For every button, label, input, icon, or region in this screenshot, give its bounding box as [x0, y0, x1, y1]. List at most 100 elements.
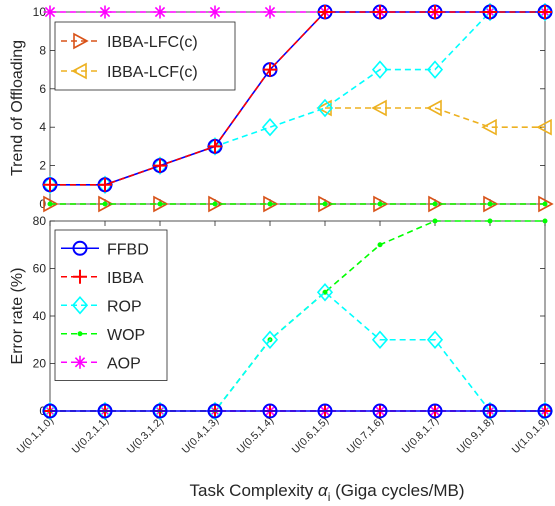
series-ibba-point — [538, 5, 552, 19]
series-rop-point — [261, 117, 279, 137]
series-rop-point — [481, 2, 499, 22]
series-aop-point — [263, 5, 277, 19]
legend-marker — [73, 355, 87, 369]
legend-item-ibba-lcf-c: IBBA-LCF(c) — [61, 62, 198, 81]
x-axis-label: Task Complexity αi (Giga cycles/MB) — [190, 481, 465, 504]
series-lines — [41, 218, 554, 421]
y-tick-label: 8 — [39, 43, 46, 57]
x-tick-label: U(0.7,1.6) — [345, 415, 386, 456]
series-ibba-point — [373, 5, 387, 19]
series-ibba-point — [43, 177, 57, 192]
series-lines — [41, 2, 554, 213]
x-tick-label: U(0.4,1.3) — [180, 415, 221, 456]
series-ibba-lfc-c-point — [318, 195, 334, 213]
legend-item-rop: ROP — [61, 296, 142, 315]
series-wop-point — [432, 201, 438, 207]
series-rop-point — [316, 98, 334, 118]
y-tick-label: 10 — [33, 5, 47, 19]
legend-item-ibba-lfc-c: IBBA-LFC(c) — [61, 32, 198, 51]
series-wop-point — [212, 201, 218, 207]
offloading-trend-panel: 0 2 4 6 8 10 Trend of Offloading IBBA-LFC(c) IBB… — [9, 2, 554, 213]
series-wop-point — [47, 201, 53, 207]
series-wop-point — [542, 218, 548, 224]
legend-item-wop: WOP — [61, 327, 145, 344]
series-wop-point — [377, 242, 383, 248]
legend-marker — [73, 269, 87, 284]
series-rop-point — [371, 60, 389, 79]
x-tick-label: U(0.8,1.7) — [400, 415, 441, 456]
legend-item-ffbd: FFBD — [61, 240, 149, 258]
series-rop-point — [536, 2, 554, 22]
series-wop-point — [542, 201, 548, 207]
legend-marker — [71, 62, 87, 80]
series-ibba-point — [98, 177, 112, 192]
series-ibba-line — [50, 11, 545, 186]
series-ibba-point — [318, 5, 332, 19]
series-wop-point — [102, 201, 108, 207]
y-tick-label: 40 — [33, 309, 47, 323]
y-tick-label: 2 — [39, 159, 46, 173]
x-tick-label: U(0.2,1.1) — [70, 415, 111, 456]
series-lcf-point — [481, 118, 497, 136]
legend-label: FFBD — [107, 241, 149, 258]
y-tick-label: 4 — [39, 120, 46, 134]
y-axis-label: Error rate (%) — [9, 268, 26, 365]
series-lcf-point — [536, 118, 552, 136]
series-ffbd-point — [372, 403, 388, 419]
series-ffbd-point — [152, 403, 168, 419]
legend-item-ibba: IBBA — [61, 269, 144, 287]
y-tick-label: 6 — [39, 82, 46, 96]
series-rop-point — [206, 137, 224, 156]
series-rop-point — [261, 330, 279, 349]
y-tick-label: 20 — [33, 357, 47, 371]
series-rop-point — [41, 175, 59, 195]
series-rop-point — [536, 401, 554, 421]
series-rop-point — [96, 401, 114, 421]
legend-label: AOP — [107, 355, 141, 372]
series-ffbd-point — [427, 403, 443, 419]
series-ibba-lfc-c-point — [98, 195, 114, 213]
series-rop-point — [151, 156, 169, 175]
series-rop-point — [426, 330, 444, 349]
series-wop-point — [432, 218, 438, 224]
series-ffbd-point — [482, 403, 498, 419]
legend-marker — [77, 331, 83, 337]
legend-label: WOP — [107, 327, 145, 344]
series-ibba-lfc-c-point — [43, 195, 59, 213]
series-rop-point — [371, 330, 389, 349]
series-ffbd-point — [317, 403, 333, 419]
series-rop-point — [316, 283, 334, 302]
series-wop-point — [377, 201, 383, 207]
series-aop-point — [98, 5, 112, 19]
y-axis-label: Trend of Offloading — [9, 40, 26, 176]
legend-label: IBBA — [107, 270, 144, 287]
series-ffbd-point — [207, 403, 223, 419]
series-ffbd-point — [262, 403, 278, 419]
x-tick-label: U(1.0,1.9) — [510, 415, 551, 456]
y-tick-label: 60 — [33, 262, 47, 276]
series-ibba-point — [208, 139, 222, 154]
series-rop-point — [206, 401, 224, 421]
y-tick-label: 80 — [33, 214, 47, 228]
legend-item-aop: AOP — [61, 355, 141, 372]
series-ibba-lfc-c-point — [208, 195, 224, 213]
series-lcf-point — [426, 99, 442, 117]
y-tick-label: 0 — [39, 197, 46, 211]
series-wop-point — [157, 201, 163, 207]
series-wop-point — [322, 201, 328, 207]
x-tick-label: U(0.3,1.2) — [125, 415, 166, 456]
series-ibba-lfc-c-point — [538, 195, 554, 213]
series-wop-point — [267, 201, 273, 207]
series-rop-point — [41, 401, 59, 421]
x-tick-label: U(0.1,1.0) — [15, 415, 56, 456]
series-ibba-lfc-c-point — [428, 195, 444, 213]
series-ibba — [43, 5, 552, 192]
x-tick-label: U(0.6,1.5) — [290, 415, 331, 456]
legend-label: IBBA-LCF(c) — [107, 64, 198, 81]
series-rop-point — [96, 175, 114, 195]
series-ibba-point — [428, 5, 442, 19]
series-ibba-point — [483, 5, 497, 19]
series-wop-point — [487, 218, 493, 224]
legend: FFBD IBBA ROP WOP AOP — [54, 229, 168, 381]
